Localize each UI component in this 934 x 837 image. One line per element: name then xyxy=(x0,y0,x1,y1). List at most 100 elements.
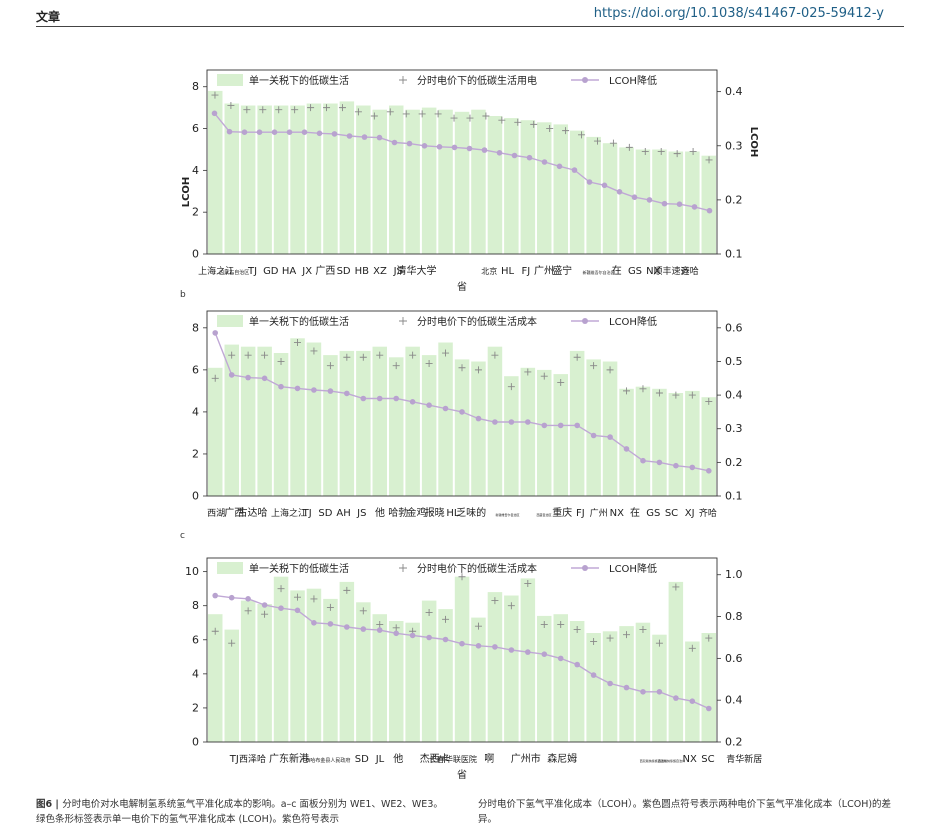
bar xyxy=(389,621,404,742)
lcoh-point xyxy=(706,468,712,474)
x-tick-label: HL xyxy=(446,508,460,519)
x-tick-label: GS xyxy=(628,266,642,277)
bar xyxy=(306,103,322,254)
lcoh-point xyxy=(409,632,416,639)
caption-left-text: 分时电价对水电解制氢系统氢气平准化成本的影响。a–c 面板分别为 WE1、WE2… xyxy=(36,799,443,825)
x-tick-label: 他 xyxy=(393,752,403,765)
plus-marker xyxy=(673,150,681,158)
bar xyxy=(257,105,272,254)
bar xyxy=(701,155,716,254)
legend-line-label: LCOH降低 xyxy=(609,315,657,328)
left-tick-label: 6 xyxy=(192,122,199,135)
lcoh-point xyxy=(557,655,564,662)
lcoh-point xyxy=(241,129,248,135)
lcoh-point xyxy=(346,133,353,139)
plus-marker xyxy=(474,622,482,630)
bar xyxy=(602,143,618,254)
lcoh-point xyxy=(442,636,449,643)
plus-marker xyxy=(498,116,506,124)
bar xyxy=(553,124,568,255)
plus-marker xyxy=(482,112,490,120)
legend-bar-label: 单一关税下的低碳生活 xyxy=(249,315,349,328)
lcoh-point xyxy=(459,640,465,647)
right-tick-label: 0.2 xyxy=(725,456,743,469)
plus-marker xyxy=(409,351,417,359)
plus-marker xyxy=(310,595,318,603)
plus-marker xyxy=(689,148,697,156)
lcoh-point xyxy=(640,457,646,464)
plus-marker xyxy=(458,364,466,372)
plus-marker xyxy=(530,120,538,128)
x-tick-label: NX xyxy=(646,266,660,277)
bar xyxy=(668,581,684,742)
bar xyxy=(405,622,420,742)
plus-marker xyxy=(491,351,499,359)
plus-marker xyxy=(514,118,522,126)
plus-marker xyxy=(655,639,663,647)
left-tick-label: 2 xyxy=(192,701,199,714)
bar xyxy=(224,344,239,496)
plus-marker xyxy=(466,114,474,122)
plus-marker xyxy=(507,383,515,391)
lcoh-point xyxy=(511,152,518,159)
bar xyxy=(504,118,519,254)
bar xyxy=(652,388,667,496)
bar xyxy=(372,109,387,254)
bar xyxy=(273,353,289,496)
plus-marker xyxy=(606,634,614,642)
bar xyxy=(421,355,437,496)
lcoh-point xyxy=(245,596,251,602)
x-tick-label: 重庆 xyxy=(552,506,572,519)
x-tick-label: JS xyxy=(356,508,366,519)
lcoh-point xyxy=(475,415,482,422)
lcoh-point xyxy=(228,594,235,601)
plus-marker xyxy=(434,110,442,118)
figure-caption-left: 图6 | 分时电价对水电解制氢系统氢气平准化成本的影响。a–c 面板分别为 WE… xyxy=(36,797,446,827)
plus-marker xyxy=(623,631,631,639)
right-tick-label: 0.4 xyxy=(725,85,743,98)
plus-marker xyxy=(326,603,334,611)
x-tick-label: 啊 xyxy=(484,753,494,765)
x-tick-label: 北京 xyxy=(481,266,497,276)
x-axis-label: 省 xyxy=(457,280,467,293)
plus-marker xyxy=(688,391,696,399)
right-tick-label: 0.4 xyxy=(725,694,743,707)
lcoh-point xyxy=(706,207,713,214)
legend-line-label: LCOH降低 xyxy=(609,562,657,575)
lcoh-point xyxy=(294,607,301,614)
plus-marker xyxy=(562,127,570,135)
plot-frame xyxy=(206,557,718,743)
plus-marker xyxy=(672,583,680,591)
bar xyxy=(471,617,486,742)
x-tick-label: JL xyxy=(375,754,385,765)
legend-plus-label: 分时电价下的低碳生活成本 xyxy=(417,562,537,575)
lcoh-point xyxy=(466,145,473,152)
lcoh-point xyxy=(640,689,646,695)
x-tick-label: NX xyxy=(683,754,697,765)
bar xyxy=(635,149,651,254)
bar xyxy=(421,600,437,742)
x-tick-label: TJ xyxy=(302,508,312,519)
lcoh-point xyxy=(673,695,679,701)
x-tick-label: 西双版纳傣族自治州 xyxy=(640,758,667,763)
lcoh-point xyxy=(541,422,548,429)
lcoh-point xyxy=(607,434,613,440)
lcoh-point xyxy=(376,627,383,633)
plus-marker xyxy=(590,362,598,370)
plus-marker xyxy=(243,106,251,114)
lcoh-series-line xyxy=(213,112,710,212)
plus-marker xyxy=(211,374,219,382)
right-tick-label: 0.8 xyxy=(725,610,743,623)
plus-marker xyxy=(211,91,219,99)
x-tick-label: 他 xyxy=(375,506,385,519)
lcoh-point xyxy=(525,649,531,655)
bar xyxy=(602,631,618,742)
lcoh-point xyxy=(376,395,383,402)
lcoh-point xyxy=(409,399,416,405)
plus-marker xyxy=(705,156,713,164)
bar xyxy=(339,350,355,496)
lcoh-point xyxy=(261,602,268,608)
plus-marker xyxy=(259,106,267,114)
doi-link[interactable]: https://doi.org/10.1038/s41467-025-59412… xyxy=(593,6,884,21)
